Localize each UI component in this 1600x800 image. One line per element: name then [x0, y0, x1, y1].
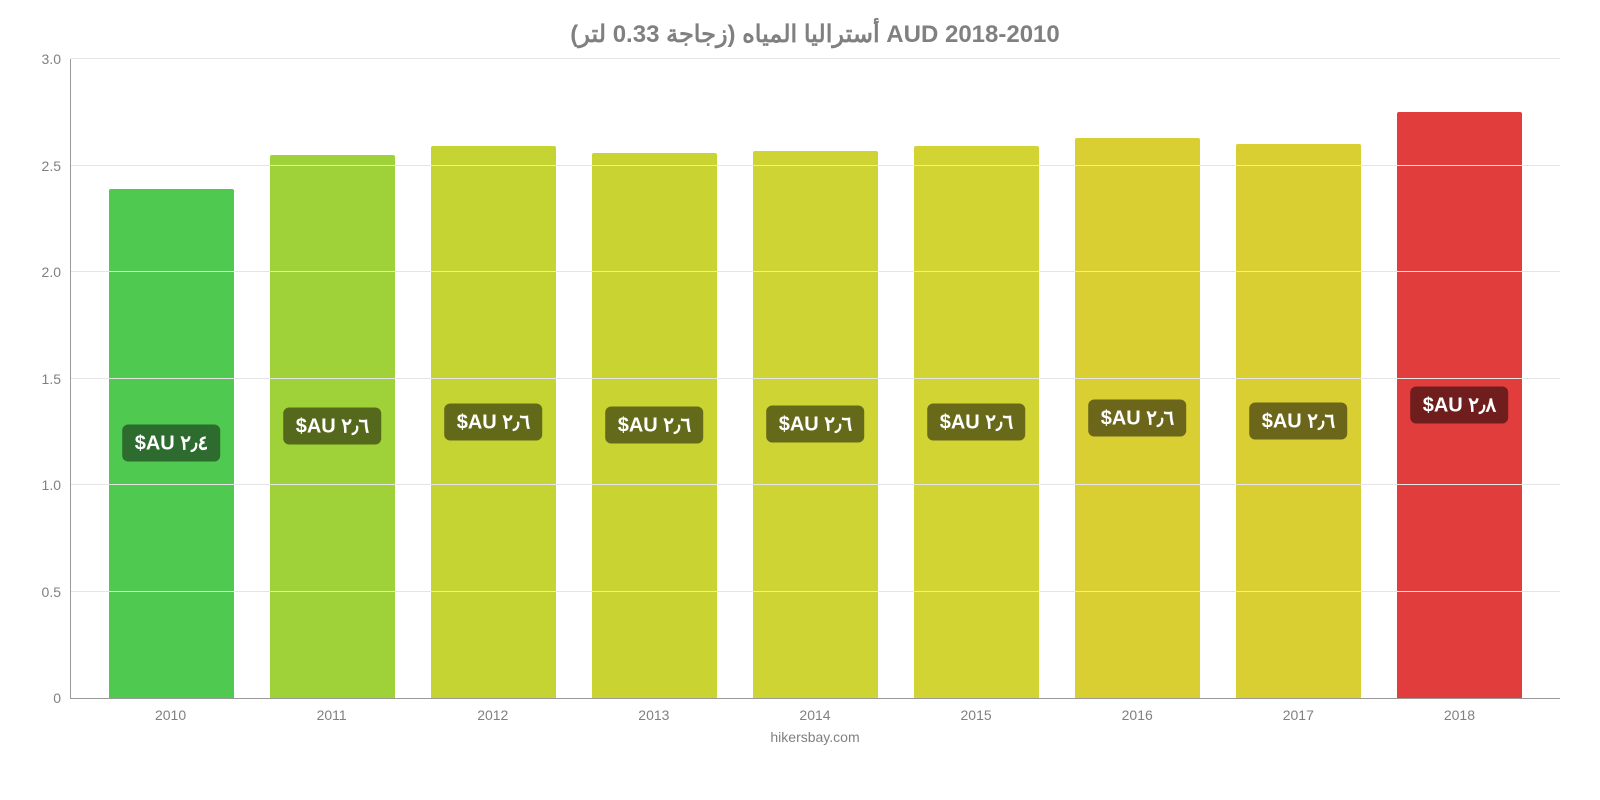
- bar-slot: ٢٫٦ AU$: [735, 59, 896, 698]
- x-tick-label: 2015: [896, 707, 1057, 723]
- bar-slot: ٢٫٦ AU$: [1218, 59, 1379, 698]
- chart-title: أستراليا المياه (زجاجة 0.33 لتر) AUD 201…: [70, 20, 1560, 49]
- bar-value-label: ٢٫٦ AU$: [284, 408, 382, 445]
- bar: ٢٫٦ AU$: [1075, 138, 1201, 698]
- bar-value-label: ٢٫٨ AU$: [1411, 387, 1509, 424]
- bar-slot: ٢٫٨ AU$: [1379, 59, 1540, 698]
- bar-value-label: ٢٫٤ AU$: [123, 425, 221, 462]
- x-tick-label: 2017: [1218, 707, 1379, 723]
- x-tick-label: 2013: [573, 707, 734, 723]
- bar-slot: ٢٫٦ AU$: [1057, 59, 1218, 698]
- y-tick-label: 2.0: [42, 264, 71, 280]
- bar-slot: ٢٫٦ AU$: [896, 59, 1057, 698]
- bar: ٢٫٦ AU$: [431, 146, 557, 698]
- gridline: [71, 378, 1560, 379]
- bar: ٢٫٦ AU$: [1236, 144, 1362, 698]
- x-tick-label: 2018: [1379, 707, 1540, 723]
- chart-footer: hikersbay.com: [70, 729, 1560, 745]
- bar: ٢٫٦ AU$: [592, 153, 718, 698]
- y-tick-label: 3.0: [42, 51, 71, 67]
- x-tick-label: 2010: [90, 707, 251, 723]
- y-tick-label: 1.5: [42, 371, 71, 387]
- bar: ٢٫٤ AU$: [109, 189, 235, 698]
- bar-slot: ٢٫٤ AU$: [91, 59, 252, 698]
- bar-value-label: ٢٫٦ AU$: [1089, 399, 1187, 436]
- x-tick-label: 2012: [412, 707, 573, 723]
- bar: ٢٫٦ AU$: [914, 146, 1040, 698]
- bar: ٢٫٨ AU$: [1397, 112, 1523, 698]
- bar: ٢٫٦ AU$: [753, 151, 879, 698]
- gridline: [71, 58, 1560, 59]
- bars-container: ٢٫٤ AU$ ٢٫٦ AU$ ٢٫٦ AU$ ٢٫٦ AU$ ٢٫٦ AU$ ٢٫٦ A…: [71, 59, 1560, 698]
- x-axis-labels: 201020112012201320142015201620172018: [70, 707, 1560, 723]
- bar-value-label: ٢٫٦ AU$: [928, 404, 1026, 441]
- x-tick-label: 2016: [1057, 707, 1218, 723]
- gridline: [71, 165, 1560, 166]
- bar-slot: ٢٫٦ AU$: [413, 59, 574, 698]
- bar-slot: ٢٫٦ AU$: [574, 59, 735, 698]
- bar-value-label: ٢٫٦ AU$: [445, 404, 543, 441]
- bar: ٢٫٦ AU$: [270, 155, 396, 698]
- bar-slot: ٢٫٦ AU$: [252, 59, 413, 698]
- x-tick-label: 2011: [251, 707, 412, 723]
- gridline: [71, 271, 1560, 272]
- plot-area: ٢٫٤ AU$ ٢٫٦ AU$ ٢٫٦ AU$ ٢٫٦ AU$ ٢٫٦ AU$ ٢٫٦ A…: [70, 59, 1560, 699]
- bar-value-label: ٢٫٦ AU$: [606, 407, 704, 444]
- y-tick-label: 0.5: [42, 584, 71, 600]
- x-tick-label: 2014: [734, 707, 895, 723]
- y-tick-label: 0: [53, 690, 71, 706]
- gridline: [71, 591, 1560, 592]
- y-tick-label: 1.0: [42, 477, 71, 493]
- bar-value-label: ٢٫٦ AU$: [1250, 403, 1348, 440]
- water-price-chart: أستراليا المياه (زجاجة 0.33 لتر) AUD 201…: [0, 0, 1600, 800]
- bar-value-label: ٢٫٦ AU$: [767, 406, 865, 443]
- gridline: [71, 484, 1560, 485]
- y-tick-label: 2.5: [42, 158, 71, 174]
